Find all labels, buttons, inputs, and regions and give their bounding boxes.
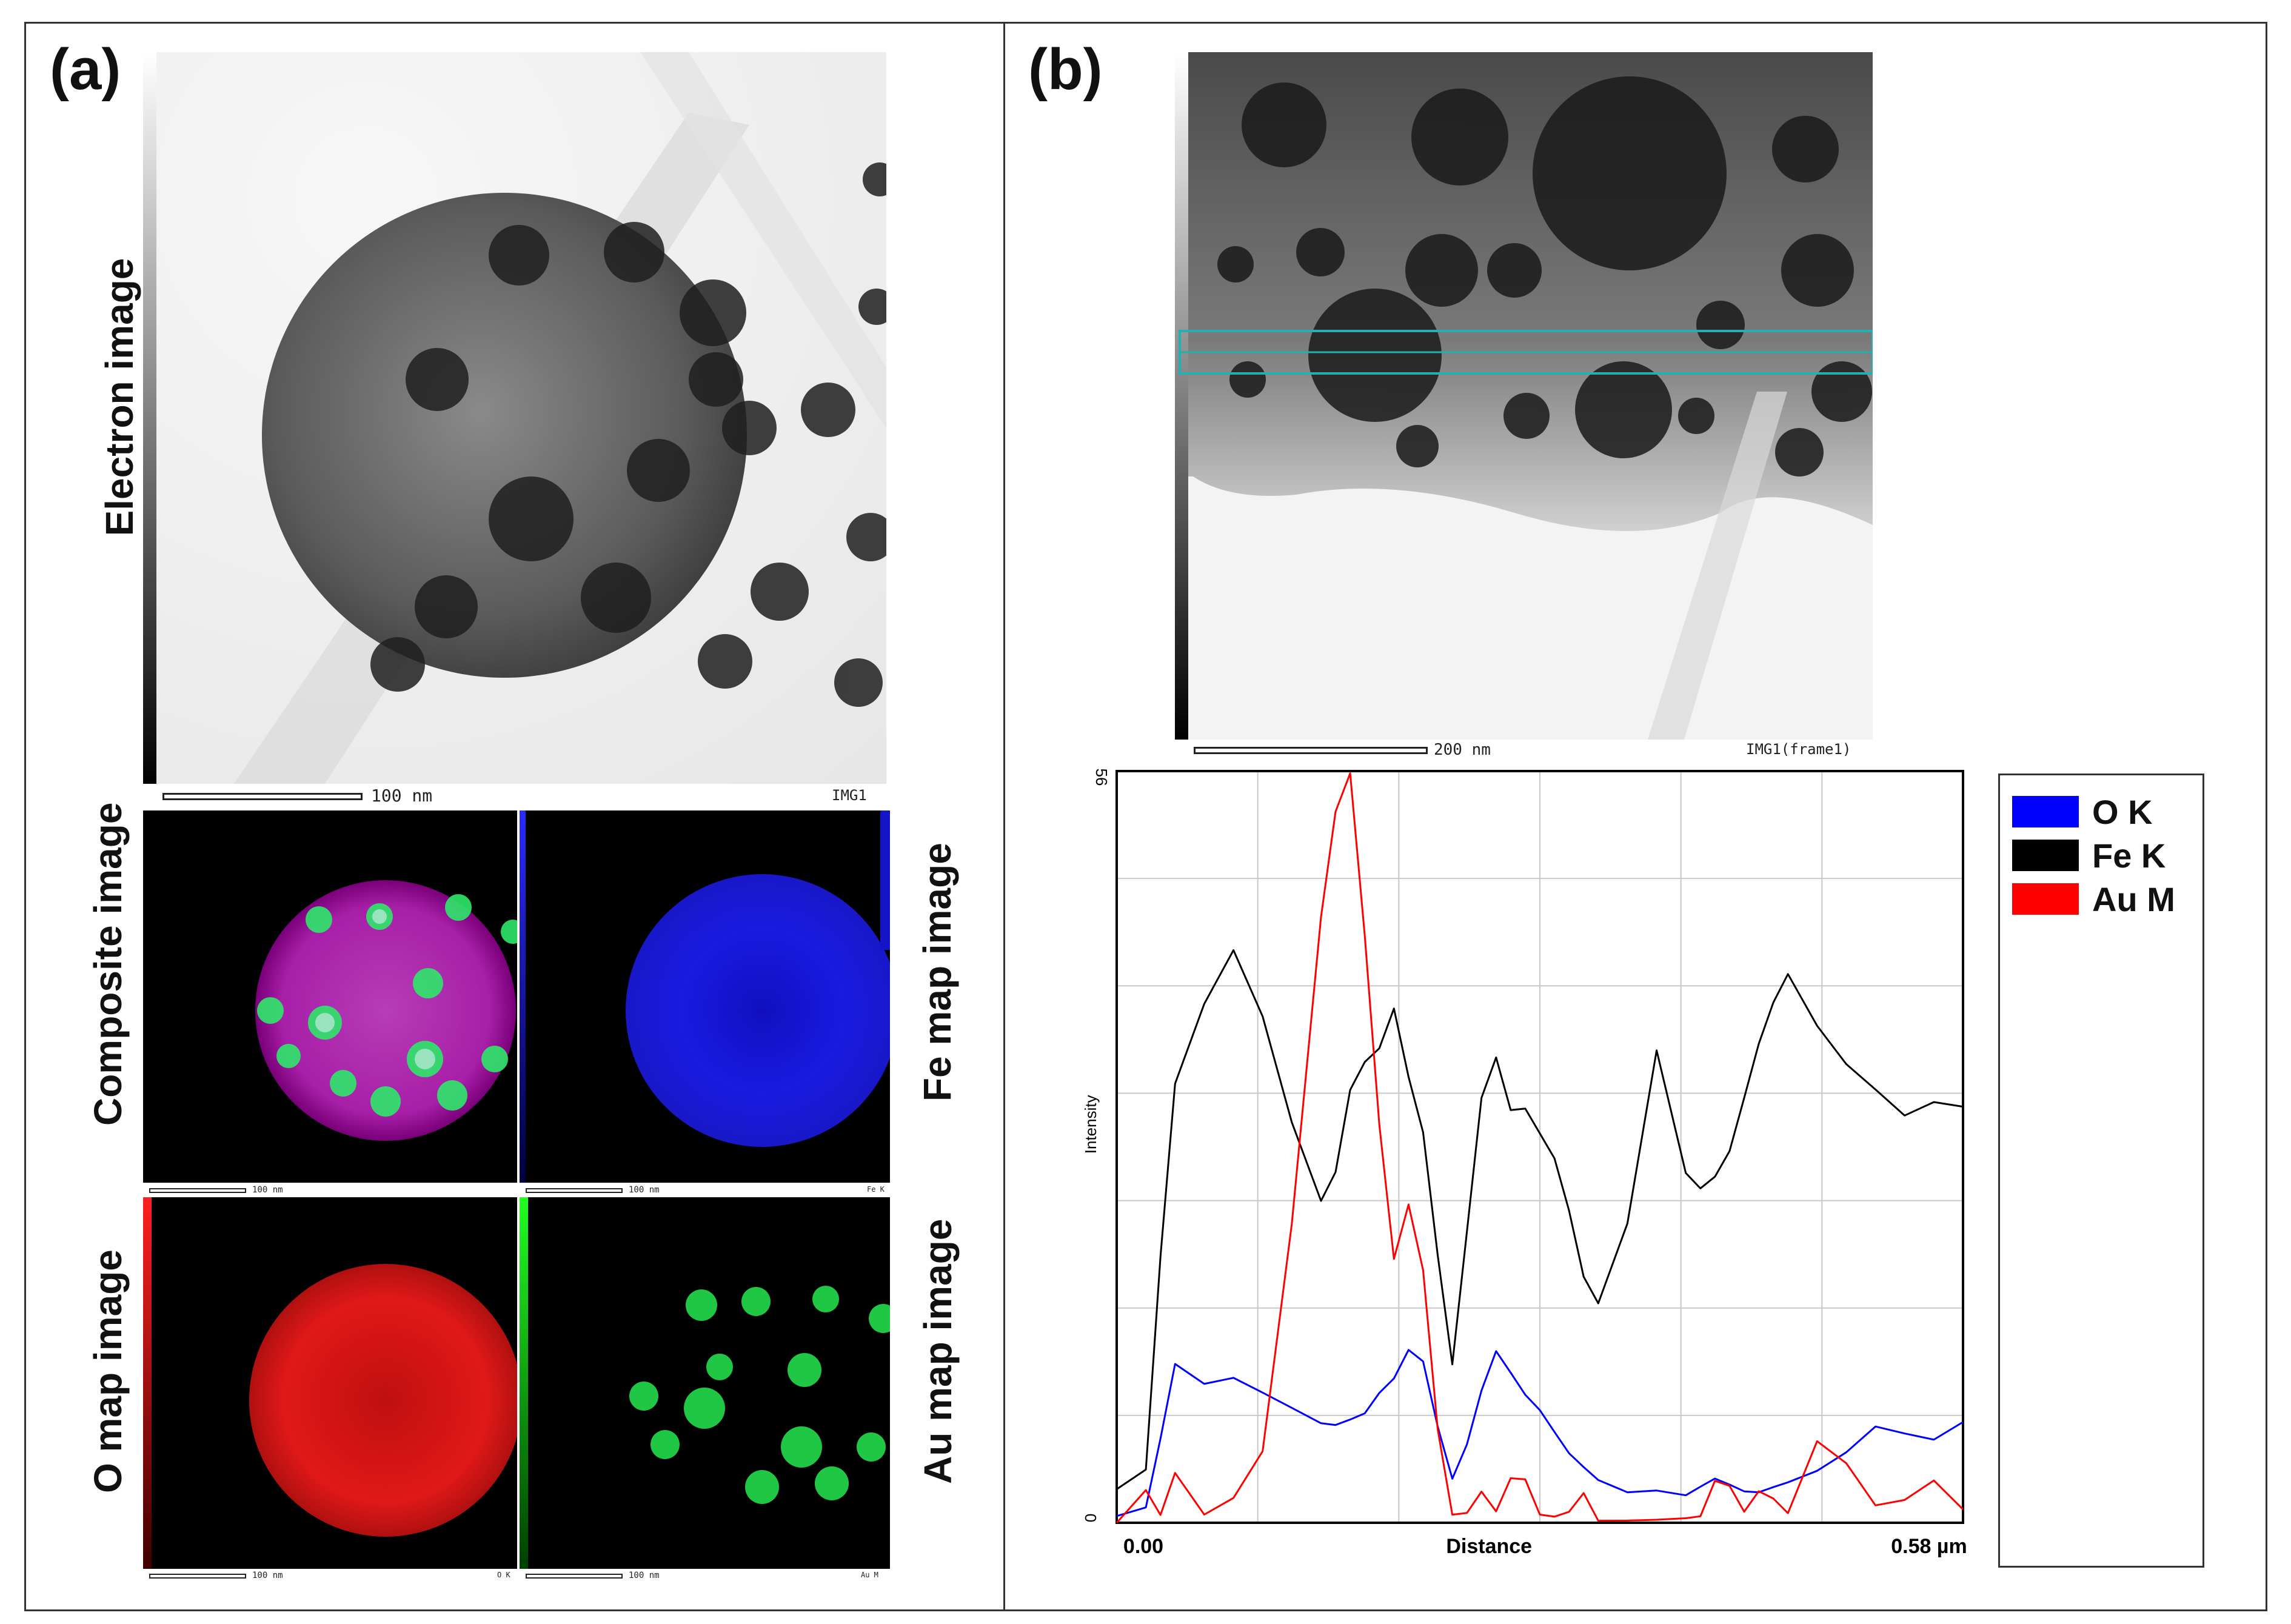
- scale-text-au: 100 nm: [629, 1571, 660, 1580]
- o-map-image-label: O map image: [86, 1249, 130, 1493]
- scale-bar-fe: [526, 1188, 623, 1193]
- channel-o: O K: [497, 1571, 510, 1579]
- img-id-electron-a: IMG1: [832, 787, 867, 804]
- electron-image-b-graphic: [1175, 52, 1873, 740]
- au-map-image: [520, 1197, 890, 1569]
- electron-image-a-graphic: [143, 52, 886, 784]
- au-map-image-label: Au map image: [916, 1218, 960, 1484]
- scale-bar-electron-a: [162, 793, 363, 800]
- channel-au: Au M: [861, 1571, 878, 1579]
- o-map-image: [143, 1197, 517, 1569]
- composite-image-graphic: [255, 880, 517, 1141]
- au-map-image-graphic: [520, 1197, 890, 1569]
- legend-item-fe: Fe K: [2012, 836, 2166, 875]
- panel-b-label: (b): [1028, 37, 1103, 102]
- composite-image-label: Composite image: [86, 802, 130, 1126]
- scale-text-fe: 100 nm: [629, 1185, 660, 1195]
- legend-label-fe: Fe K: [2092, 836, 2166, 875]
- electron-image-b: [1175, 52, 1873, 740]
- chart-legend: O K Fe K Au M: [1998, 774, 2204, 1568]
- o-map-image-graphic: [143, 1197, 517, 1569]
- scale-text-o: 100 nm: [252, 1571, 283, 1580]
- legend-label-o: O K: [2092, 792, 2153, 831]
- composite-image: [143, 810, 517, 1183]
- electron-image-label: Electron image: [98, 258, 141, 536]
- legend-item-o: O K: [2012, 792, 2153, 831]
- fe-map-image-label: Fe map image: [915, 843, 959, 1101]
- scale-text-electron-b: 200 nm: [1434, 741, 1491, 759]
- fe-map-image: [520, 810, 890, 1183]
- scale-bar-o: [149, 1574, 246, 1579]
- electron-image-a: [143, 52, 886, 784]
- img-id-electron-b: IMG1(frame1): [1746, 741, 1851, 758]
- fe-map-image-graphic: [520, 810, 890, 1183]
- legend-item-au: Au M: [2012, 880, 2175, 918]
- channel-fe: Fe K: [867, 1185, 885, 1194]
- scale-bar-composite: [149, 1188, 246, 1193]
- panel-divider: [1003, 22, 1005, 1611]
- legend-swatch-au: [2012, 883, 2079, 915]
- scale-text-composite: 100 nm: [252, 1185, 283, 1195]
- scale-bar-au: [526, 1574, 623, 1579]
- panel-a-label: (a): [50, 37, 121, 102]
- legend-label-au: Au M: [2092, 880, 2175, 918]
- figure-frame: [24, 22, 2267, 1611]
- legend-swatch-fe: [2012, 840, 2079, 871]
- scale-bar-electron-b: [1194, 747, 1428, 754]
- legend-swatch-o: [2012, 796, 2079, 827]
- scale-text-electron-a: 100 nm: [371, 786, 433, 806]
